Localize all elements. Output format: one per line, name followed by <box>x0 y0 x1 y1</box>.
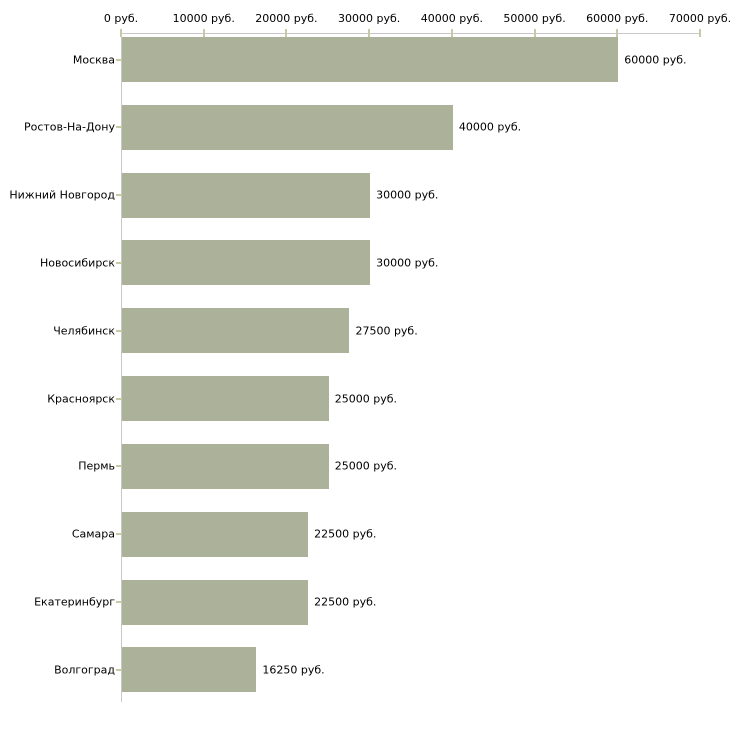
y-tick-mark <box>116 126 121 129</box>
y-tick-mark <box>116 58 121 61</box>
bar <box>122 37 619 82</box>
value-label: 30000 руб. <box>376 188 439 202</box>
x-tick-label: 0 руб. <box>103 12 139 25</box>
x-tick-label: 70000 руб. <box>668 12 730 25</box>
x-tick-label: 20000 руб. <box>255 12 318 25</box>
bar <box>122 172 371 218</box>
value-label: 60000 руб. <box>624 53 687 66</box>
x-tick-label: 50000 руб. <box>503 12 566 25</box>
value-label: 27500 руб. <box>355 324 418 338</box>
category-label: Красноярск <box>47 392 115 406</box>
x-tick-mark <box>616 29 619 37</box>
x-tick-mark <box>533 29 536 37</box>
y-tick-mark <box>116 601 121 604</box>
category-label: Челябинск <box>53 324 115 338</box>
category-label: Нижний Новгород <box>9 188 115 202</box>
y-tick-mark <box>116 668 121 671</box>
y-tick-mark <box>116 533 121 536</box>
category-label: Пермь <box>78 459 115 473</box>
value-label: 25000 руб. <box>334 459 398 473</box>
y-tick-mark <box>116 261 121 264</box>
category-label: Екатеринбург <box>34 595 115 609</box>
category-label: Ростов-На-Дону <box>23 120 115 134</box>
value-label: 22500 руб. <box>314 527 377 541</box>
x-tick-mark <box>120 29 122 37</box>
bar <box>122 579 309 625</box>
value-label: 40000 руб. <box>458 120 522 134</box>
category-label: Волгоград <box>54 663 115 677</box>
y-tick-mark <box>116 329 121 332</box>
x-tick-mark <box>202 29 205 37</box>
category-label: Москва <box>72 53 115 66</box>
x-tick-mark <box>699 29 701 37</box>
x-tick-label: 10000 руб. <box>172 12 235 25</box>
value-label: 30000 руб. <box>376 256 439 270</box>
x-tick-label: 30000 руб. <box>338 12 401 25</box>
bar <box>122 511 309 557</box>
x-tick-mark <box>368 29 371 37</box>
bar <box>122 308 350 354</box>
x-tick-mark <box>450 29 453 37</box>
value-label: 25000 руб. <box>334 392 398 406</box>
x-tick-mark <box>285 29 288 37</box>
x-tick-label: 60000 руб. <box>586 12 649 25</box>
category-label: Самара <box>71 527 115 541</box>
bar <box>122 443 329 489</box>
bar <box>122 647 257 693</box>
y-tick-mark <box>116 465 121 468</box>
value-label: 22500 руб. <box>314 595 377 609</box>
category-label: Новосибирск <box>39 256 115 270</box>
value-label: 16250 руб. <box>262 663 325 677</box>
x-axis-line <box>121 33 701 34</box>
y-tick-mark <box>116 397 121 400</box>
y-axis-line <box>121 33 122 702</box>
x-tick-label: 40000 руб. <box>420 12 483 25</box>
bar <box>122 240 371 286</box>
y-tick-mark <box>116 194 121 197</box>
bar <box>122 104 453 150</box>
bar <box>122 376 329 422</box>
